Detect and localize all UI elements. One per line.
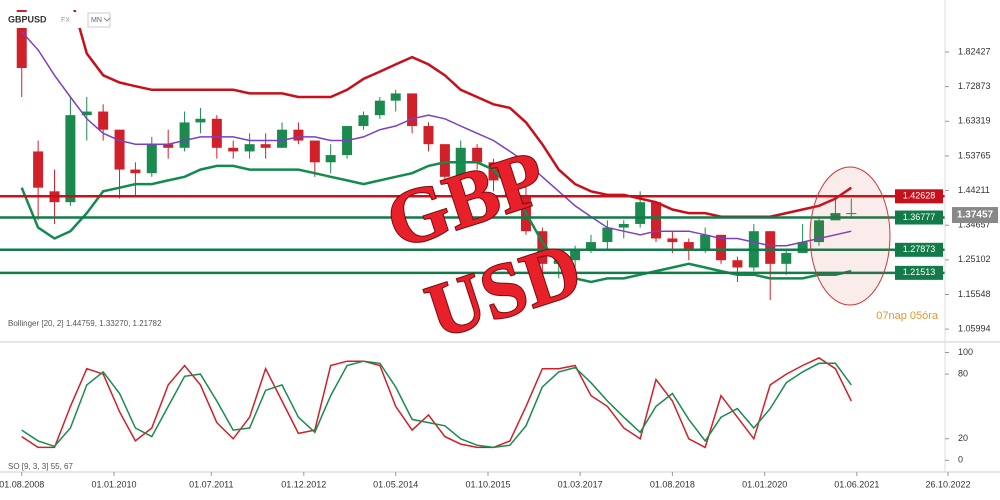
level-label-box xyxy=(895,189,943,204)
y-tick-label: 80 xyxy=(958,368,968,378)
y-tick-label: 1.72873 xyxy=(958,81,991,91)
candle-body xyxy=(439,144,450,177)
y-tick-label: 1.34657 xyxy=(958,220,991,230)
candle-body xyxy=(228,147,239,152)
bollinger-middle xyxy=(21,31,852,247)
level-label: 1.27873 xyxy=(903,244,936,254)
candle-body xyxy=(114,129,125,170)
interval[interactable]: MN xyxy=(91,17,102,24)
candle-body xyxy=(358,115,369,127)
candle-body xyxy=(260,144,271,148)
candle-body xyxy=(325,155,336,163)
symbol[interactable]: GBPUSD xyxy=(8,14,47,24)
candle-body xyxy=(472,147,483,163)
candle-body xyxy=(781,252,792,264)
y-tick-label: 1.05994 xyxy=(958,324,991,334)
candle-body xyxy=(293,129,304,141)
level-label-box xyxy=(895,242,943,257)
candle-body xyxy=(98,111,109,130)
oscillator-line xyxy=(21,360,852,449)
y-tick-label: 1.63319 xyxy=(958,116,991,126)
interval-box[interactable] xyxy=(87,12,111,28)
y-tick-label: 1.82427 xyxy=(958,46,991,56)
y-tick-label: 1.15548 xyxy=(958,289,991,299)
indicator-legend: SO [9, 3, 3] 55, 67 xyxy=(8,462,73,471)
axes: 1.82427 1.72873 1.63319 1.53765 1.44211 1.346… xyxy=(0,0,1000,489)
price-panel xyxy=(0,10,945,301)
y-tick-label: 0 xyxy=(958,455,963,465)
y-tick-label: 1.25102 xyxy=(958,254,991,264)
level-label: 1.21513 xyxy=(903,267,936,277)
candle-body xyxy=(732,260,743,268)
candle-body xyxy=(374,100,385,116)
bollinger-upper xyxy=(73,10,853,218)
candle-body xyxy=(683,242,694,250)
x-tick-label: 26.10.2022 xyxy=(926,479,971,489)
y-tick-label: 1.44211 xyxy=(958,185,990,195)
candle-body xyxy=(16,10,27,69)
market: FX xyxy=(61,17,70,24)
symbol-box xyxy=(4,12,82,28)
candle-body xyxy=(407,93,418,127)
candle-body xyxy=(179,122,190,148)
x-tick-label: 01.06.2021 xyxy=(834,479,879,489)
toolbar: GBPUSD FX MN xyxy=(4,12,111,28)
oscillator-panel xyxy=(21,357,852,449)
candle-body xyxy=(667,238,678,243)
candle-body xyxy=(602,227,613,243)
candle-body xyxy=(244,144,255,152)
candle-body xyxy=(635,202,646,224)
y-tick-label: 20 xyxy=(958,433,968,443)
candle-body xyxy=(618,223,629,228)
candle-body xyxy=(65,115,76,203)
candle-body xyxy=(585,242,596,250)
last-price-box xyxy=(952,207,998,224)
candle-body xyxy=(423,126,434,145)
candle-body xyxy=(846,213,857,215)
candle-body xyxy=(537,231,548,264)
countdown: 07nap 05óra xyxy=(876,310,939,322)
candle-body xyxy=(309,140,320,163)
candle-body xyxy=(797,242,808,253)
candle-body xyxy=(130,169,141,174)
x-tick-label: 01.08.2018 xyxy=(650,479,695,489)
candle-body xyxy=(277,129,288,148)
x-tick-label: 01.07.2011 xyxy=(189,479,233,489)
x-tick-label: 01.01.2020 xyxy=(742,479,787,489)
level-label-box xyxy=(895,210,943,225)
level-label-box xyxy=(895,265,943,280)
candle-body xyxy=(390,93,401,101)
level-label: 1.42628 xyxy=(903,191,936,201)
bollinger-lower xyxy=(20,161,852,284)
candle-body xyxy=(33,151,44,188)
candle-body xyxy=(81,111,92,116)
x-tick-label: 01.03.2017 xyxy=(558,479,603,489)
x-tick-label: 01.01.2010 xyxy=(92,479,137,489)
candle-body xyxy=(700,234,711,250)
indicator-legend: Bollinger [20, 2] 1.44759, 1.33270, 1.21… xyxy=(8,319,162,328)
candle-body xyxy=(570,249,581,261)
candle-body xyxy=(163,144,174,148)
candle-body xyxy=(651,202,662,239)
candle-body xyxy=(146,144,157,174)
dropdown-arrow xyxy=(103,17,111,22)
x-tick-label: 01.10.2015 xyxy=(465,479,510,489)
candle-body xyxy=(765,231,776,264)
candle-body xyxy=(195,118,206,123)
y-tick-label: 1.53765 xyxy=(958,150,991,160)
candle-body xyxy=(716,234,727,261)
level-label: 1.36777 xyxy=(903,212,936,222)
candle-body xyxy=(211,118,222,148)
x-tick-label: 01.08.2008 xyxy=(0,479,44,489)
last-price-label: 1.37457 xyxy=(957,210,994,221)
y-tick-label: 100 xyxy=(958,347,973,357)
candle-body xyxy=(814,220,825,243)
x-tick-label: 01.12.2012 xyxy=(281,479,326,489)
highlight-ellipse xyxy=(809,166,891,306)
x-tick-label: 01.05.2014 xyxy=(373,479,418,489)
oscillator-line xyxy=(21,357,852,449)
